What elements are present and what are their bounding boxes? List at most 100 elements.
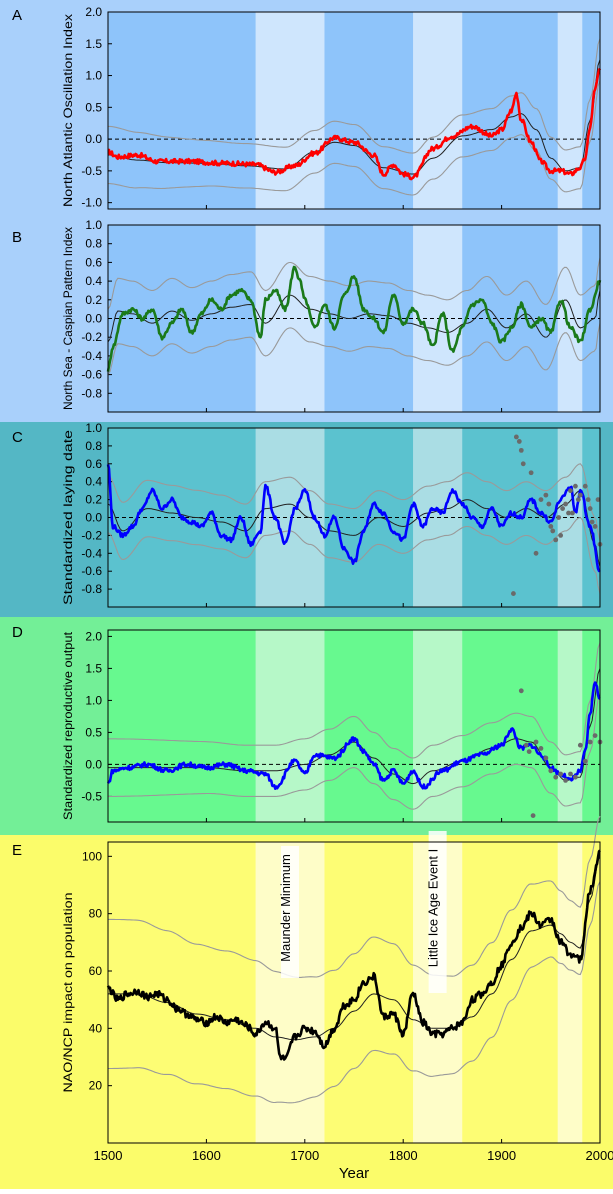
y-tick-label: 1.5 <box>85 37 102 51</box>
observed-data-point <box>592 524 598 529</box>
panel-a: A 2.0 1.5 1.0 0.5 0.0 -0.5 -1.0 North Atlantic O… <box>0 0 613 222</box>
plot-area <box>108 630 600 822</box>
y-tick-label: -0.8 <box>81 582 102 596</box>
observed-data-point <box>573 774 578 780</box>
period-label-background <box>428 831 447 993</box>
observed-data-point <box>518 447 524 453</box>
panel-letter: C <box>12 429 23 446</box>
y-tick-label: 0.2 <box>85 493 102 507</box>
y-tick-label: -0.2 <box>81 330 102 344</box>
panel-letter: B <box>12 229 22 246</box>
highlight-band-2 <box>413 12 463 209</box>
y-tick-label: -1.0 <box>81 196 102 210</box>
observed-data-point <box>568 488 573 494</box>
observed-data-point <box>518 688 524 694</box>
highlight-band-3 <box>557 12 583 209</box>
y-tick-label: 0.6 <box>85 255 102 269</box>
confidence-upper-line <box>108 642 601 759</box>
observed-data-point <box>516 439 522 444</box>
observed-data-point <box>582 758 588 764</box>
panel-e: E 100 80 60 40 20 NAO/NCP impact on population… <box>0 815 613 1189</box>
y-tick-label: -0.5 <box>81 164 102 178</box>
observed-data-point <box>592 733 598 738</box>
observed-data-point <box>530 813 536 818</box>
observed-data-point <box>587 506 593 511</box>
y-tick-label: 40 <box>89 1021 103 1035</box>
smoothed-trend-line <box>107 490 601 567</box>
observed-data-point <box>575 497 581 502</box>
x-tick-label: 1600 <box>192 1148 221 1163</box>
reconstructed-series-line <box>106 265 602 372</box>
confidence-upper-line <box>107 257 601 310</box>
observed-data-point <box>577 492 583 498</box>
y-tick-label: 60 <box>89 964 103 978</box>
observed-data-point <box>511 591 516 596</box>
x-tick-label: 1800 <box>389 1148 418 1163</box>
observed-data-point <box>520 461 526 467</box>
y-tick-label: 100 <box>82 849 102 863</box>
confidence-upper-line <box>108 815 601 978</box>
reconstructed-series-line <box>106 464 601 573</box>
y-tick-label: 0.8 <box>85 439 102 453</box>
smoothed-trend-line <box>108 856 601 1041</box>
confidence-lower-line <box>108 693 601 810</box>
y-tick-label: 0.5 <box>85 725 102 739</box>
y-tick-label: -0.4 <box>81 546 102 560</box>
observed-data-point <box>563 778 568 783</box>
highlight-band-3 <box>557 842 583 1143</box>
y-tick-label: 0.0 <box>85 312 102 326</box>
y-tick-label: -0.2 <box>81 528 102 542</box>
observed-data-point <box>563 501 568 507</box>
observed-data-point <box>568 771 573 777</box>
observed-data-point <box>587 739 593 745</box>
y-tick-label: 20 <box>89 1079 103 1093</box>
observed-data-point <box>526 749 532 754</box>
y-tick-label: 0.4 <box>85 274 102 288</box>
observed-data-point <box>558 771 564 777</box>
y-axis-label: Standardized reproductive output <box>61 631 75 820</box>
observed-data-point <box>558 533 564 538</box>
y-axis-label: North Sea - Caspian Pattern Index <box>61 227 75 410</box>
plot-border <box>107 224 601 413</box>
y-tick-label: 1.0 <box>85 218 102 232</box>
observed-data-point <box>566 510 571 516</box>
confidence-lower-line <box>108 881 601 1104</box>
observed-data-point <box>595 497 601 502</box>
highlight-band-2 <box>413 630 463 822</box>
period-label: Maunder Minimum <box>278 854 293 962</box>
panel-c: C 1.0 0.8 0.6 0.4 0.2 0.0 -0.2 -0.4 -0.6 -0.8 Stand… <box>0 421 613 617</box>
observed-data-point <box>538 746 544 751</box>
y-tick-label: 0.4 <box>85 475 102 489</box>
plot-border <box>107 629 601 823</box>
plot-border <box>107 841 601 1144</box>
panel-d: D 2.0 1.5 1.0 0.5 0.0 -0.5 Standardized reprodu… <box>0 617 613 835</box>
x-axis-label: Year <box>339 1165 369 1182</box>
observed-data-point <box>582 483 588 489</box>
observed-data-point <box>523 742 529 748</box>
observed-data-point <box>548 524 554 529</box>
y-axis-label: North Atlantic Oscillation Index <box>61 14 75 207</box>
y-tick-label: -0.6 <box>81 368 102 382</box>
period-label-background <box>281 846 300 978</box>
panel-letter: A <box>12 7 22 24</box>
x-tick-label: 1700 <box>290 1148 319 1163</box>
observed-data-point <box>548 768 554 774</box>
reconstructed-series-line <box>107 67 602 181</box>
y-tick-label: 1.0 <box>85 69 102 83</box>
observed-data-point <box>577 742 583 748</box>
observed-data-point <box>570 510 575 516</box>
observed-data-point <box>573 483 578 489</box>
observed-data-point <box>556 515 562 520</box>
highlight-band-1 <box>255 630 325 822</box>
panel-letter: D <box>12 624 23 641</box>
observed-data-point <box>528 470 534 476</box>
y-tick-label: 1.5 <box>85 661 102 675</box>
plot-border <box>107 427 601 608</box>
y-axis-label: Standardized laying date <box>61 430 75 605</box>
observed-data-point <box>585 497 591 502</box>
observed-data-point <box>553 774 559 780</box>
y-tick-label: 1.0 <box>85 693 102 707</box>
confidence-upper-line <box>108 38 601 154</box>
reconstructed-series-line <box>106 849 601 1061</box>
